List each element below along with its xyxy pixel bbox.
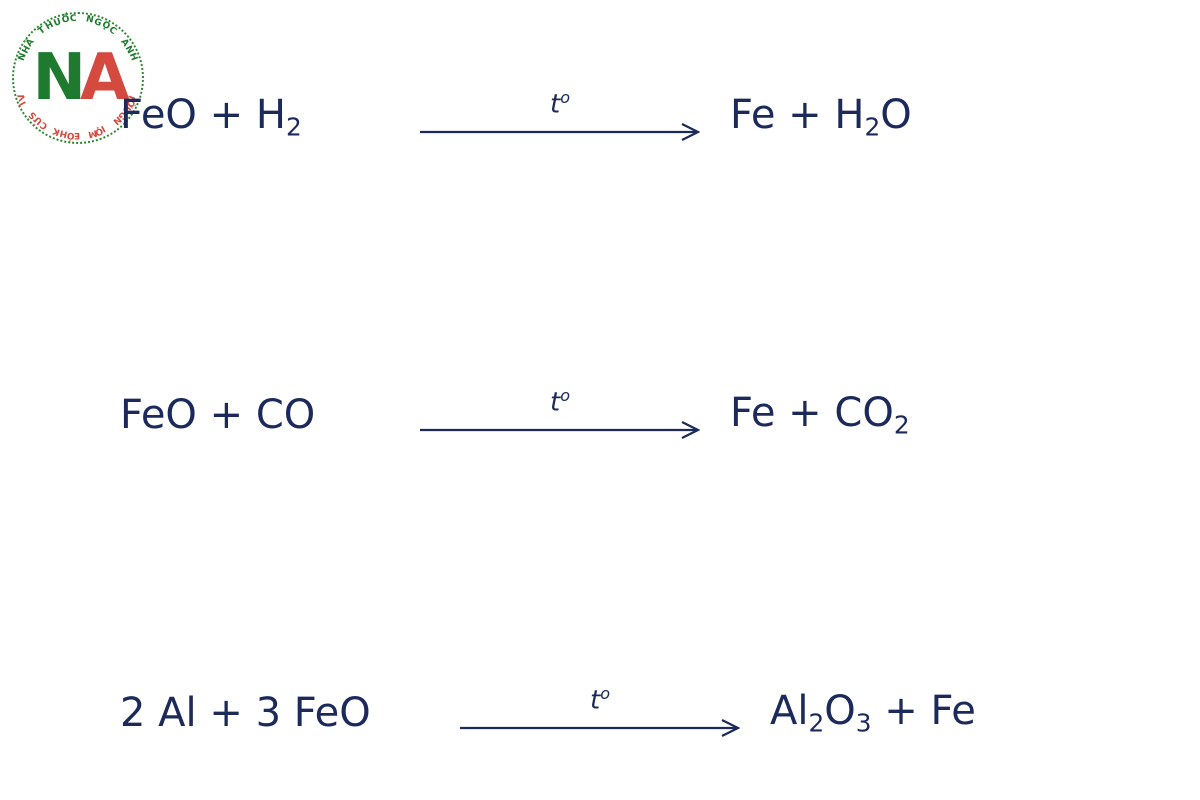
reaction-arrow-icon [460,716,740,740]
species: Fe [930,688,975,734]
species: FeO [120,392,197,438]
logo-ring-char: H [126,52,138,63]
species: H2 [256,92,302,138]
reaction-arrow: to [420,90,700,144]
equation-row: FeO + CO to Fe + CO2 [120,388,1120,442]
reactants: FeO + CO [120,392,420,438]
species: Fe [730,92,775,138]
logo-ring-char: C [69,14,76,24]
arrow-condition-label: to [550,388,570,416]
species: Fe [730,390,775,436]
equation-row: FeO + H2 to Fe + H2O [120,90,1120,144]
reactants: FeO + H2 [120,92,420,141]
equations-container: FeO + H2 to Fe + H2O FeO + CO to Fe + CO2 2 Al… [120,90,1120,740]
species: CO [256,392,315,438]
reaction-arrow: to [460,686,740,740]
logo-ring-char: Ố [61,15,71,26]
arrow-condition-label: to [590,686,610,714]
products: Fe + H2O [700,92,912,141]
logo-letter-n: N [32,41,80,115]
reaction-arrow-icon [420,120,700,144]
products: Al2O3 + Fe [740,688,976,737]
products: Fe + CO2 [700,390,910,439]
reaction-arrow: to [420,388,700,442]
species: FeO [120,92,197,138]
logo-letter-a: A [80,41,124,115]
reaction-arrow-icon [420,418,700,442]
species: H2O [834,92,911,138]
arrow-condition-label: to [550,90,570,118]
logo-letters: NA [32,46,123,110]
species: 2 Al [120,690,197,736]
reactants: 2 Al + 3 FeO [120,690,460,736]
species: Al2O3 [770,688,872,734]
species: 3 FeO [256,690,371,736]
equation-row: 2 Al + 3 FeO to Al2O3 + Fe [120,686,1120,740]
species: CO2 [834,390,909,436]
